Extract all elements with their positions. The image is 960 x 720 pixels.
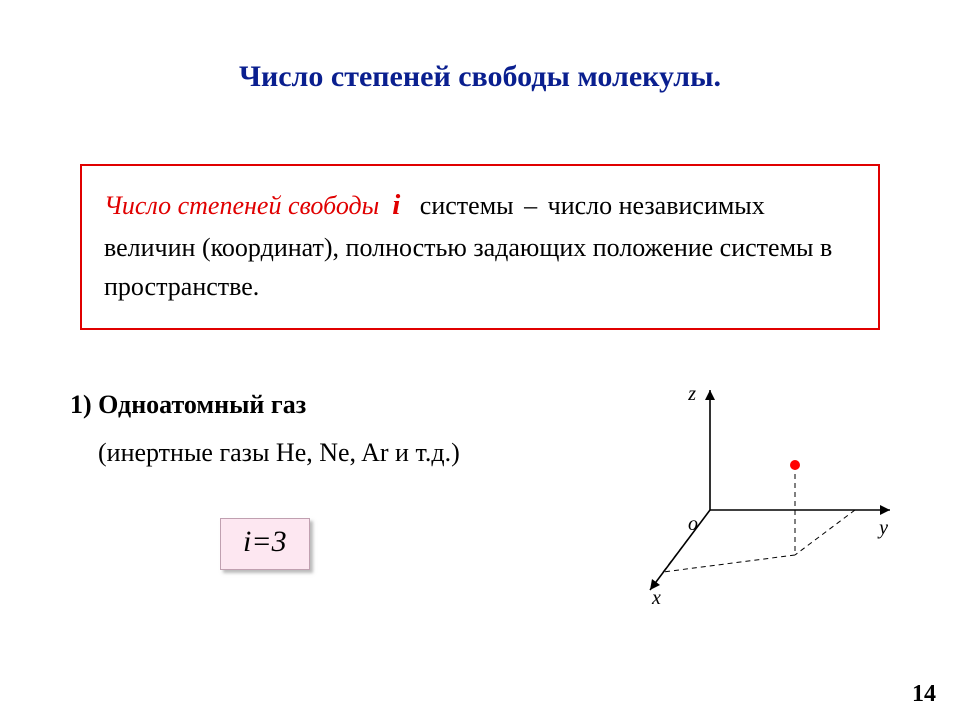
definition-mid: системы <box>420 191 514 220</box>
definition-dash: – <box>520 191 541 220</box>
item-1-row: 1) Одноатомный газ (инертные газы He, Ne… <box>60 390 900 615</box>
axes-diagram: z y x o <box>600 380 900 615</box>
item-1-heading: 1) Одноатомный газ <box>70 390 590 420</box>
page-number: 14 <box>912 681 936 708</box>
slide-container: Число степеней свободы молекулы. Число с… <box>0 0 960 720</box>
item-1-text: 1) Одноатомный газ (инертные газы He, Ne… <box>60 390 590 570</box>
formula-box: i=3 <box>220 518 310 570</box>
definition-symbol: i <box>392 189 400 221</box>
definition-box: Число степеней свободы i системы – число… <box>80 164 880 330</box>
axes-svg: z y x o <box>600 380 900 610</box>
svg-text:x: x <box>651 587 661 609</box>
definition-lead: Число степеней свободы <box>104 191 379 220</box>
svg-text:o: o <box>688 513 698 535</box>
page-title: Число степеней свободы молекулы. <box>60 60 900 94</box>
svg-text:z: z <box>687 383 696 405</box>
item-1-sub: (инертные газы He, Ne, Ar и т.д.) <box>70 438 590 468</box>
svg-text:y: y <box>877 517 888 539</box>
